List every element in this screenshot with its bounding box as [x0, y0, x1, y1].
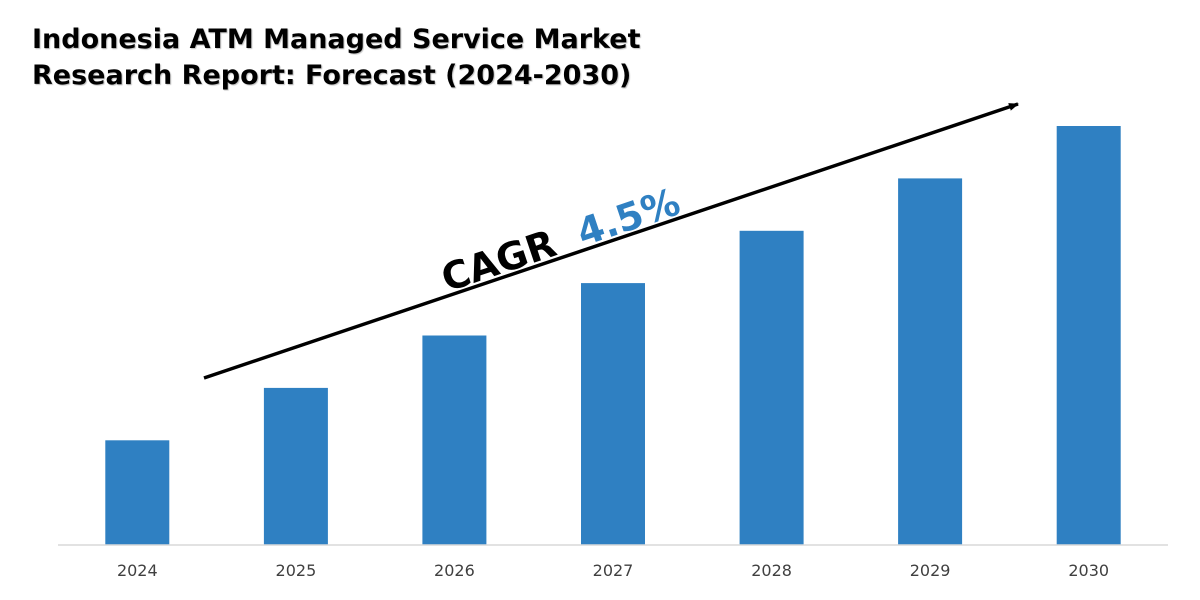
- growth-arrow-icon: [203, 102, 1019, 380]
- x-tick-label-2029: 2029: [910, 561, 951, 580]
- bar-2024: [105, 440, 170, 546]
- bar-2027: [581, 283, 645, 545]
- x-tick-label-2024: 2024: [117, 561, 158, 580]
- x-tick-label-2028: 2028: [751, 561, 792, 580]
- bar-2025: [263, 387, 328, 545]
- bar-2026: [422, 335, 487, 545]
- x-axis-tick-labels: 2024 2025 2026 2027 2028 2029 2030: [117, 561, 1109, 580]
- cagr-annotation: CAGR 4.5%: [436, 180, 685, 301]
- x-tick-label-2027: 2027: [593, 561, 634, 580]
- x-tick-label-2026: 2026: [434, 561, 475, 580]
- bars-layer: [105, 126, 1121, 546]
- bar-2029: [898, 178, 963, 545]
- x-tick-label-2025: 2025: [276, 561, 317, 580]
- bar-2030: [1056, 126, 1121, 545]
- x-tick-label-2030: 2030: [1068, 561, 1109, 580]
- cagr-value: 4.5%: [571, 180, 685, 255]
- bar-2028: [739, 230, 804, 546]
- chart-title: Indonesia ATM Managed Service Market Res…: [32, 24, 641, 91]
- cagr-label: CAGR: [436, 221, 562, 300]
